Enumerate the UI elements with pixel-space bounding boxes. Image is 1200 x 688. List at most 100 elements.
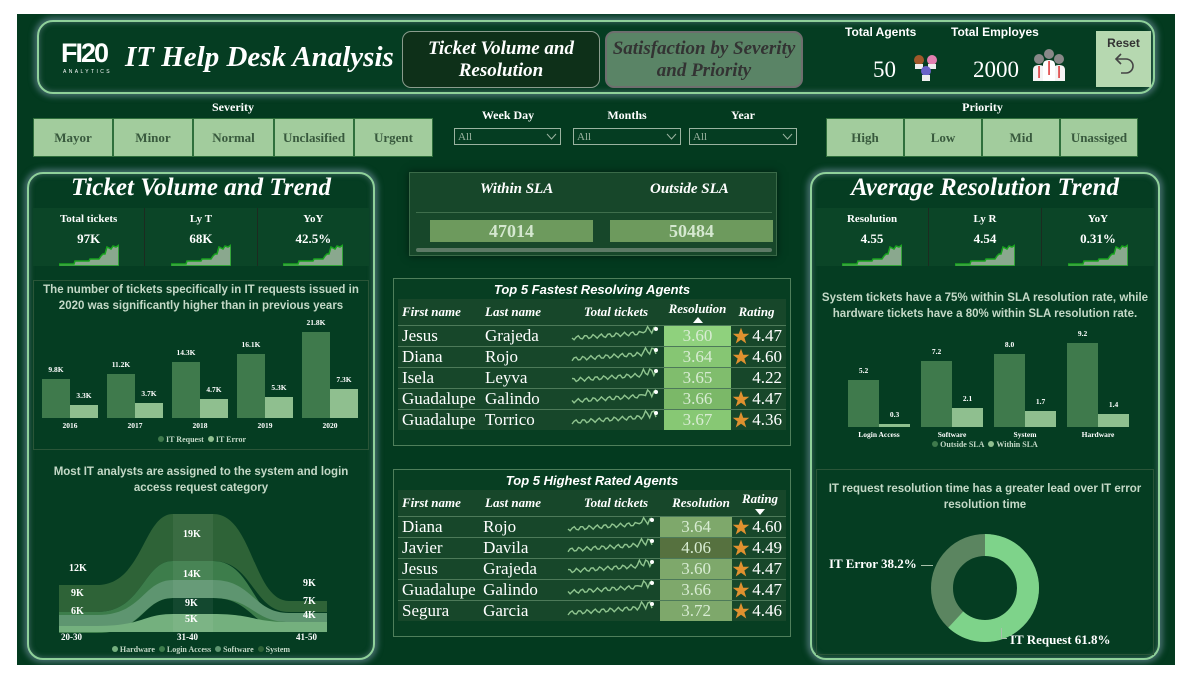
col-first-name[interactable]: First name [402,495,461,510]
bar[interactable] [265,397,293,418]
horizontal-scrollbar[interactable] [416,248,772,252]
resolution-value: 3.65 [664,368,731,388]
col-rating[interactable]: Rating [738,490,786,516]
severity-chip-urgent[interactable]: Urgent [354,118,433,157]
col-resolution[interactable]: Resolution [672,495,730,510]
dashboard-canvas: FI20 ANALYTICS IT Help Desk Analysis Tic… [17,14,1175,665]
bar[interactable] [1098,414,1129,427]
last-name-cell: Rojo [485,347,519,366]
priority-chip-high[interactable]: High [826,118,904,157]
resolution-value: 3.60 [664,326,731,346]
data-label: 16.1K [241,340,261,350]
table-header: First name Last name Total tickets Resol… [398,490,786,516]
rating-value: 4.60 [752,517,782,536]
bar[interactable] [107,373,135,418]
star-icon [733,539,750,556]
severity-title: Severity [212,100,254,114]
resolution-cell: 3.60 [660,559,733,579]
bar[interactable] [302,332,330,418]
resolution-value: 3.64 [664,347,731,367]
table-row[interactable]: Jesus Grajeda 3.60 4.47 [398,558,786,579]
legend-it-request: IT Request [165,435,204,444]
table-row[interactable]: Diana Rojo 3.64 4.60 [398,515,786,537]
table-header: First name Last name Total tickets Resol… [398,299,786,325]
ribbon-label: 9K [185,598,198,609]
severity-chip-normal[interactable]: Normal [193,118,274,157]
bar[interactable] [921,361,952,427]
sparkline-area [842,244,902,266]
donut-label-it-request: IT Request 61.8% [1010,632,1111,647]
data-label: 14.3K [176,347,196,357]
col-first-name[interactable]: First name [402,304,461,319]
bar[interactable] [848,379,879,427]
bar[interactable] [330,389,358,418]
rating-cell: 4.47 [731,326,786,346]
bar[interactable] [952,407,983,427]
kpi-yoy-resolution: YoY 0.31% [1042,208,1154,266]
ribbon-label: 4K [303,610,316,621]
legend-within-sla: Within SLA [996,440,1038,449]
bar[interactable] [200,399,228,418]
chart-legend: IT Request IT Error [34,435,370,444]
last-name-cell: Grajeda [483,559,537,578]
rating-cell: 4.47 [732,559,786,579]
bar[interactable] [879,424,910,427]
bar[interactable] [994,353,1025,427]
table-row[interactable]: Guadalupe Galindo 3.66 4.47 [398,579,786,600]
table-row[interactable]: Guadalupe Galindo 3.66 4.47 [398,388,786,409]
rating-cell: 4.47 [732,580,786,600]
table-row[interactable]: Isela Leyva 3.65 4.22 [398,367,786,388]
bar[interactable] [237,354,265,418]
employees-group-icon [1033,49,1065,81]
months-dropdown[interactable]: All [573,128,681,145]
severity-chip-unclasified[interactable]: Unclasified [274,118,354,157]
nav-satisfaction-button[interactable]: Satisfaction by Severity and Priority [605,31,803,88]
severity-chip-mayor[interactable]: Mayor [33,118,113,157]
col-last-name[interactable]: Last name [485,495,541,510]
star-icon [733,602,750,619]
kpi-value: 42.5% [295,231,332,246]
col-total-tickets[interactable]: Total tickets [583,304,649,319]
nav-ticket-volume-button[interactable]: Ticket Volume and Resolution [402,31,600,88]
total-tickets-sparkline [564,599,660,624]
resolution-value: 3.72 [660,601,733,621]
col-total-tickets[interactable]: Total tickets [583,495,649,510]
sparkline-area [283,244,344,266]
reset-button[interactable]: Reset [1096,31,1151,87]
table-row[interactable]: Javier Davila 4.06 4.49 [398,536,786,558]
bar-chart-plot: 5.2 0.3 Login Access 7.2 2.1 Software 8.0 1.7 Sy… [812,290,1158,460]
resolution-cell: 3.66 [664,389,731,409]
resolution-cell: 4.06 [660,538,733,558]
data-label: 3.7K [141,389,157,399]
priority-chip-unassiged[interactable]: Unassiged [1060,118,1138,157]
fastest-agents-table: Top 5 Fastest Resolving Agents First nam… [393,278,791,446]
weekday-dropdown[interactable]: All [454,128,561,145]
bar[interactable] [172,361,200,418]
bar[interactable] [135,403,163,418]
table-row[interactable]: Jesus Grajeda 3.60 4.47 [398,324,786,346]
table-row[interactable]: Guadalupe Torrico 3.67 4.36 [398,408,786,430]
bar[interactable] [42,379,70,418]
bar[interactable] [1025,411,1056,427]
data-label: 9.2 [1077,329,1088,338]
resolution-cell: 3.66 [660,580,733,600]
table-row[interactable]: Segura Garcia 3.72 4.46 [398,599,786,624]
last-name-cell: Rojo [483,517,517,536]
donut-chart [931,534,1039,642]
bar[interactable] [70,404,98,418]
col-resolution[interactable]: Resolution [664,299,731,325]
severity-chip-minor[interactable]: Minor [113,118,193,157]
priority-chip-low[interactable]: Low [904,118,982,157]
priority-chip-mid[interactable]: Mid [982,118,1060,157]
agents-group-icon [914,55,937,81]
table-title: Top 5 Fastest Resolving Agents [493,282,691,297]
year-dropdown[interactable]: All [689,128,797,145]
resolution-trend-title: Average Resolution Trend [850,174,1120,201]
rating-value: 4.49 [752,538,782,557]
bar[interactable] [1067,343,1098,427]
col-last-name[interactable]: Last name [485,304,541,319]
col-rating[interactable]: Rating [738,304,775,319]
chevron-down-icon [782,133,793,140]
rating-value: 4.47 [752,389,782,408]
table-row[interactable]: Diana Rojo 3.64 4.60 [398,345,786,367]
